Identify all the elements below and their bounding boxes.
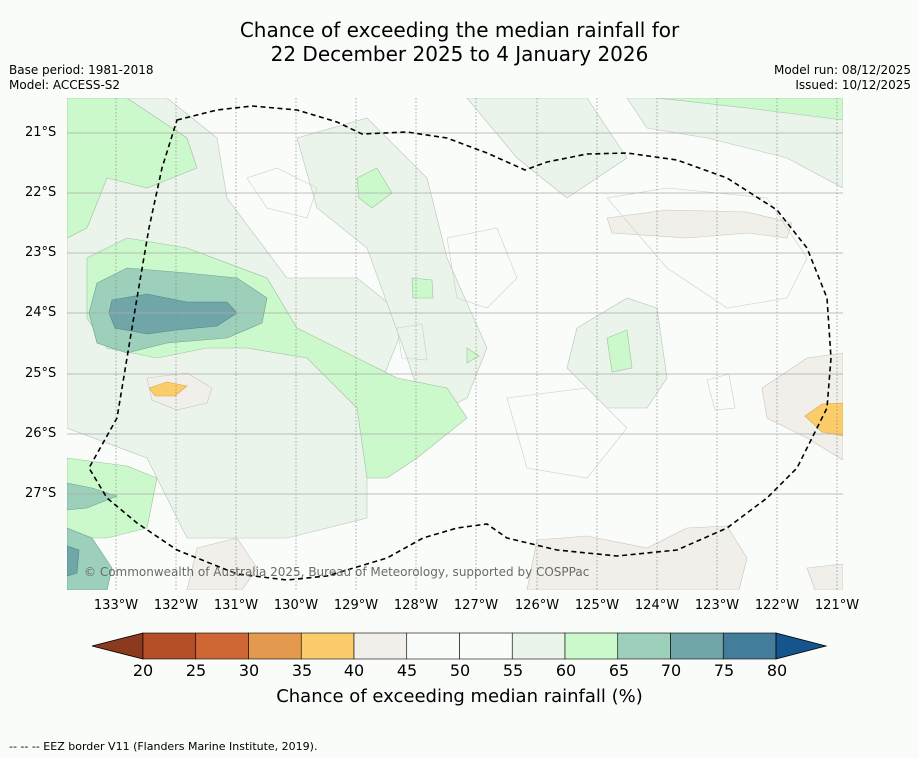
title-line-1: Chance of exceeding the median rainfall … bbox=[239, 18, 680, 42]
rainfall-map bbox=[67, 98, 843, 590]
colorbar-label: Chance of exceeding median rainfall (%) bbox=[276, 686, 643, 707]
lon-label: 124°W bbox=[634, 598, 680, 613]
colorbar-cell bbox=[195, 632, 249, 660]
band-35-40 bbox=[148, 381, 843, 437]
lon-label: 128°W bbox=[393, 598, 439, 613]
colorbar-tick: 75 bbox=[713, 661, 735, 680]
model-name: Model: ACCESS-S2 bbox=[9, 78, 121, 92]
colorbar-tick: 25 bbox=[185, 661, 207, 680]
colorbar-cells bbox=[91, 632, 828, 660]
issued-date: Issued: 10/12/2025 bbox=[795, 78, 911, 92]
colorbar-cell bbox=[670, 632, 724, 660]
lon-label: 129°W bbox=[333, 598, 379, 613]
lon-label: 125°W bbox=[574, 598, 620, 613]
lon-label: 122°W bbox=[754, 598, 800, 613]
colorbar-tick: 55 bbox=[502, 661, 524, 680]
lat-label: 24°S bbox=[25, 305, 57, 320]
colorbar-tick: 35 bbox=[291, 661, 313, 680]
colorbar-tick: 60 bbox=[555, 661, 577, 680]
colorbar-cell bbox=[406, 632, 460, 660]
colorbar-tick: 50 bbox=[449, 661, 471, 680]
colorbar-tick: 45 bbox=[396, 661, 418, 680]
lon-label: 121°W bbox=[814, 598, 860, 613]
colorbar-extend-low bbox=[91, 632, 144, 660]
lat-label: 26°S bbox=[25, 426, 57, 441]
model-run: Model run: 08/12/2025 bbox=[773, 63, 911, 77]
meta-left: Base period: 1981-2018 Model: ACCESS-S2 bbox=[9, 63, 154, 93]
colorbar-tick: 20 bbox=[132, 661, 154, 680]
lat-label: 21°S bbox=[25, 125, 57, 140]
lon-label: 123°W bbox=[694, 598, 740, 613]
colorbar-extend-high bbox=[775, 632, 828, 660]
parallels bbox=[67, 132, 843, 495]
colorbar-cell bbox=[353, 632, 408, 660]
band-70-75 bbox=[67, 293, 238, 577]
lat-label: 27°S bbox=[25, 486, 57, 501]
colorbar-cell bbox=[300, 632, 355, 660]
eez-legend-note: -- -- -- EEZ border V11 (Flanders Marine… bbox=[9, 740, 318, 753]
colorbar-cell bbox=[617, 632, 671, 660]
map-title: Chance of exceeding the median rainfall … bbox=[0, 18, 919, 66]
copyright-notice: © Commonwealth of Australia 2025, Bureau… bbox=[84, 565, 590, 579]
lon-label: 133°W bbox=[93, 598, 139, 613]
colorbar-cell bbox=[511, 632, 566, 660]
colorbar-cell bbox=[564, 632, 619, 660]
colorbar-cell bbox=[459, 632, 513, 660]
colorbar-cell bbox=[142, 632, 197, 660]
colorbar-cell bbox=[722, 632, 777, 660]
colorbar-tick: 70 bbox=[660, 661, 682, 680]
lat-label: 25°S bbox=[25, 366, 57, 381]
meta-right: Model run: 08/12/2025 Issued: 10/12/2025 bbox=[774, 63, 911, 93]
title-line-2: 22 December 2025 to 4 January 2026 bbox=[270, 42, 649, 66]
eez-border bbox=[88, 105, 832, 581]
lat-label: 23°S bbox=[25, 245, 57, 260]
lon-label: 127°W bbox=[453, 598, 499, 613]
band-40-45 bbox=[146, 209, 843, 590]
colorbar-tick: 30 bbox=[238, 661, 260, 680]
colorbar-tick: 40 bbox=[343, 661, 365, 680]
colorbar-tick: 80 bbox=[766, 661, 788, 680]
lon-label: 132°W bbox=[153, 598, 199, 613]
colorbar bbox=[91, 632, 828, 660]
colorbar-tick: 65 bbox=[608, 661, 630, 680]
lat-label: 22°S bbox=[25, 185, 57, 200]
lon-label: 126°W bbox=[514, 598, 560, 613]
lon-label: 131°W bbox=[213, 598, 259, 613]
meridians bbox=[115, 98, 838, 590]
lon-label: 130°W bbox=[273, 598, 319, 613]
base-period: Base period: 1981-2018 bbox=[9, 63, 154, 77]
colorbar-cell bbox=[248, 632, 302, 660]
contour-lines bbox=[246, 167, 808, 479]
